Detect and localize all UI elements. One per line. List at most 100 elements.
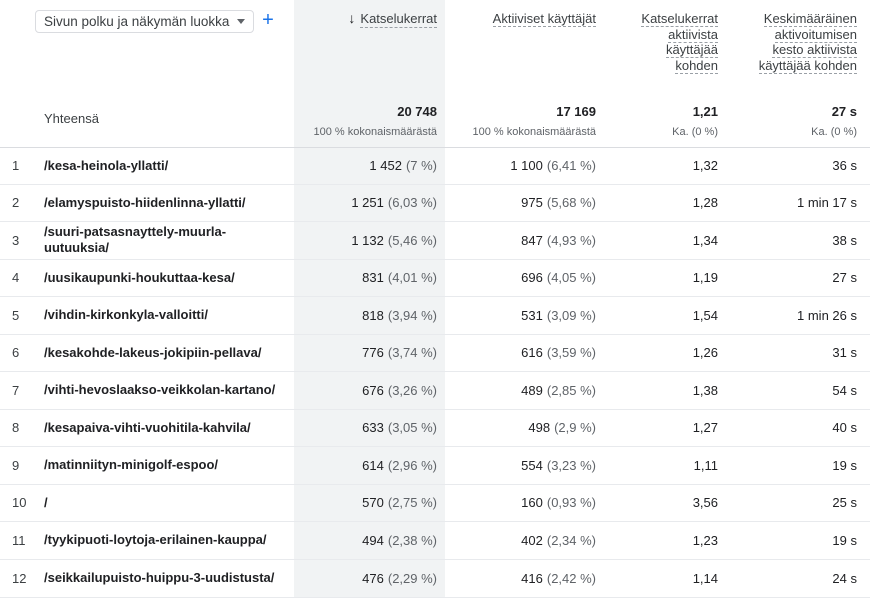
table-row[interactable]: 1/kesa-heinola-yllatti/1 452 (7 %) 1 100 (6… [0, 147, 870, 185]
views-percent: (2,29 %) [387, 570, 437, 586]
views-value: 1 132 [351, 232, 384, 248]
table-row[interactable]: 6/kesakohde-lakeus-jokipiin-pellava/776(… [0, 334, 870, 372]
table-row[interactable]: 9/matinniityn-minigolf-espoo/614 (2,96 %)… [0, 446, 870, 485]
table-row[interactable]: 7/vihti-hevoslaakso-veikkolan-kartano/67… [0, 371, 870, 410]
views-per-user-value: 1,14 [692, 570, 718, 586]
page-path-link[interactable]: / [44, 494, 48, 510]
active-users-value: 696 [521, 270, 543, 285]
dimension-dropdown[interactable]: Sivun polku ja näkymän luokka [35, 10, 254, 33]
row-index: 9 [12, 457, 20, 473]
table-row[interactable]: 3/suuri-patsasnayttely-muurla-uutuuksia/… [0, 221, 870, 260]
dimension-dropdown-label: Sivun polku ja näkymän luokka [44, 14, 230, 29]
table-header: Sivun polku ja näkymän luokka + ↓ Katsel… [0, 0, 870, 148]
page-path-link[interactable]: /elamyspuisto-hiidenlinna-yllatti/ [44, 194, 246, 210]
views-per-user-value: 1,38 [692, 382, 718, 398]
table-row[interactable]: 2/elamyspuisto-hiidenlinna-yllatti/1 251… [0, 184, 870, 222]
active-users-cell: 498 (2,9 %) [528, 409, 596, 446]
views-percent: (2,38 %) [387, 532, 437, 548]
page-path-link[interactable]: /seikkailupuisto-huippu-3-uudistusta/ [44, 570, 275, 585]
total-views-per-user-sub: Ka. (0 %) [672, 126, 718, 138]
page-path-link[interactable]: /matinniityn-minigolf-espoo/ [44, 457, 219, 472]
header-line: käyttäjää kohden [758, 57, 857, 74]
page-path-link[interactable]: /suuri-patsasnayttely-muurla-uutuuksia/ [44, 224, 227, 255]
header-line: aktiivista [668, 26, 718, 43]
views-cell: 570 (2,75 %) [362, 484, 437, 521]
page-path-link[interactable]: /uusikaupunki-houkuttaa-kesa/ [44, 269, 235, 285]
views-per-user-value: 1,27 [692, 420, 718, 435]
active-users-value: 402 [521, 532, 543, 548]
row-index: 7 [12, 382, 20, 398]
add-dimension-button[interactable]: + [262, 9, 274, 31]
active-users-percent: (4,05 %) [546, 270, 596, 285]
row-index: 4 [12, 270, 20, 285]
total-active-users: 17 169 [556, 104, 596, 119]
views-cell: 494 (2,38 %) [362, 521, 437, 559]
views-percent: (2,75 %) [387, 495, 437, 510]
avg-engagement-value: 1 min 17 s [797, 195, 857, 210]
column-header-active-users[interactable]: Aktiiviset käyttäjät [436, 11, 596, 27]
active-users-value: 489 [521, 382, 543, 398]
active-users-value: 616 [521, 345, 543, 360]
views-cell: 1 251 (6,03 %) [351, 184, 437, 221]
active-users-cell: 616 (3,59 %) [521, 334, 596, 371]
active-users-cell: 489 (2,85 %) [521, 371, 596, 409]
table-row[interactable]: 12/seikkailupuisto-huippu-3-uudistusta/4… [0, 559, 870, 598]
table-row[interactable]: 5/vihdin-kirkonkyla-valloitti/818 (3,94 %… [0, 296, 870, 335]
table-row[interactable]: 4/uusikaupunki-houkuttaa-kesa/831 (4,01 %… [0, 259, 870, 297]
views-per-user-value: 1,19 [692, 270, 718, 285]
views-per-user-value: 1,54 [692, 307, 718, 323]
column-header-views-per-user[interactable]: Katselukerrat aktiivista käyttäjää kohde… [598, 11, 718, 74]
table-row[interactable]: 11/tyykipuoti-loytoja-erilainen-kauppa/4… [0, 521, 870, 560]
avg-engagement-value: 40 s [832, 420, 857, 435]
column-header-views[interactable]: ↓ Katselukerrat [287, 11, 437, 28]
total-views: 20 748 [397, 104, 437, 119]
views-value: 676 [362, 382, 384, 398]
page-path-link[interactable]: /kesakohde-lakeus-jokipiin-pellava/ [44, 344, 262, 360]
total-active-users-sub: 100 % kokonaismäärästä [472, 126, 596, 138]
avg-engagement-value: 54 s [832, 382, 857, 398]
active-users-percent: (3,59 %) [546, 345, 596, 360]
views-per-user-value: 1,28 [692, 195, 718, 210]
active-users-value: 531 [521, 307, 543, 323]
header-line: käyttäjää [665, 42, 718, 58]
sorted-column-highlight [294, 0, 445, 597]
active-users-cell: 402 (2,34 %) [521, 521, 596, 559]
avg-engagement-value: 1 min 26 s [797, 307, 857, 323]
views-cell: 1 452 (7 %) [369, 147, 437, 184]
column-header-active-users-label: Aktiiviset käyttäjät [492, 11, 596, 27]
page-path-link[interactable]: /vihdin-kirkonkyla-valloitti/ [44, 307, 208, 322]
avg-engagement-value: 31 s [832, 345, 857, 360]
active-users-percent: (0,93 %) [546, 495, 596, 510]
avg-engagement-value: 24 s [832, 570, 857, 586]
active-users-percent: (6,41 %) [546, 158, 596, 173]
page-path-link[interactable]: /kesapaiva-vihti-vuohitila-kahvila/ [44, 419, 251, 435]
views-value: 1 452 [369, 158, 402, 173]
table-row[interactable]: 10 / 570 (2,75 %) 160 (0,93 %) 3,56 25 s [0, 484, 870, 522]
views-percent: (7 %) [405, 158, 437, 173]
row-index: 10 [12, 495, 27, 510]
views-percent: (3,74 %) [387, 345, 437, 360]
active-users-value: 554 [521, 457, 543, 473]
views-value: 570 [362, 495, 384, 510]
row-index: 8 [12, 420, 20, 435]
avg-engagement-value: 25 s [832, 495, 857, 510]
active-users-value: 416 [521, 570, 543, 586]
views-value: 776 [362, 345, 384, 360]
table-row[interactable]: 8/kesapaiva-vihti-vuohitila-kahvila/633(… [0, 409, 870, 447]
sort-descending-icon: ↓ [348, 10, 356, 26]
page-path-link[interactable]: /vihti-hevoslaakso-veikkolan-kartano/ [44, 382, 276, 397]
totals-label: Yhteensä [44, 111, 99, 126]
views-cell: 633 (3,05 %) [362, 409, 437, 446]
column-header-avg-engagement[interactable]: Keskimääräinen aktivoitumisen kesto akti… [727, 11, 857, 74]
views-cell: 676 (3,26 %) [362, 371, 437, 409]
row-index: 1 [12, 158, 20, 173]
page-path-link[interactable]: /tyykipuoti-loytoja-erilainen-kauppa/ [44, 532, 267, 547]
views-per-user-value: 1,34 [692, 232, 718, 248]
page-path-link[interactable]: /kesa-heinola-yllatti/ [44, 157, 169, 173]
active-users-percent: (3,09 %) [546, 307, 596, 323]
views-value: 614 [362, 457, 384, 473]
header-line: Keskimääräinen [763, 11, 857, 27]
views-value: 818 [362, 307, 384, 323]
active-users-percent: (3,23 %) [546, 457, 596, 473]
